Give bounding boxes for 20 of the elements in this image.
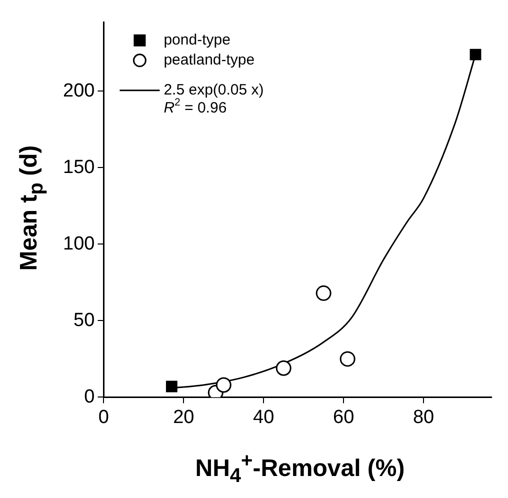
legend-label: pond-type bbox=[164, 32, 230, 49]
y-tick-label: 0 bbox=[84, 386, 95, 408]
x-axis-title: NH$_{4}$$^{+}$-Removal (%) bbox=[194, 450, 406, 488]
point bbox=[166, 380, 178, 392]
point bbox=[316, 285, 332, 301]
point bbox=[340, 351, 356, 367]
y-tick-label: 200 bbox=[63, 80, 95, 102]
x-tick-label: 0 bbox=[98, 406, 109, 428]
x-tick-label: 60 bbox=[333, 406, 354, 428]
legend-label: peatland-type bbox=[164, 52, 255, 69]
legend-label: 2.5 exp(0.05 x) bbox=[164, 82, 264, 99]
point bbox=[470, 48, 482, 60]
point bbox=[216, 377, 232, 393]
x-tick-label: 40 bbox=[253, 406, 274, 428]
x-tick-label: 80 bbox=[412, 406, 434, 428]
y-tick-label: 100 bbox=[63, 233, 95, 254]
y-tick-label: 50 bbox=[74, 310, 95, 331]
x-tick-label: 20 bbox=[173, 406, 194, 428]
point bbox=[276, 360, 292, 376]
y-tick-label: 150 bbox=[63, 156, 95, 178]
